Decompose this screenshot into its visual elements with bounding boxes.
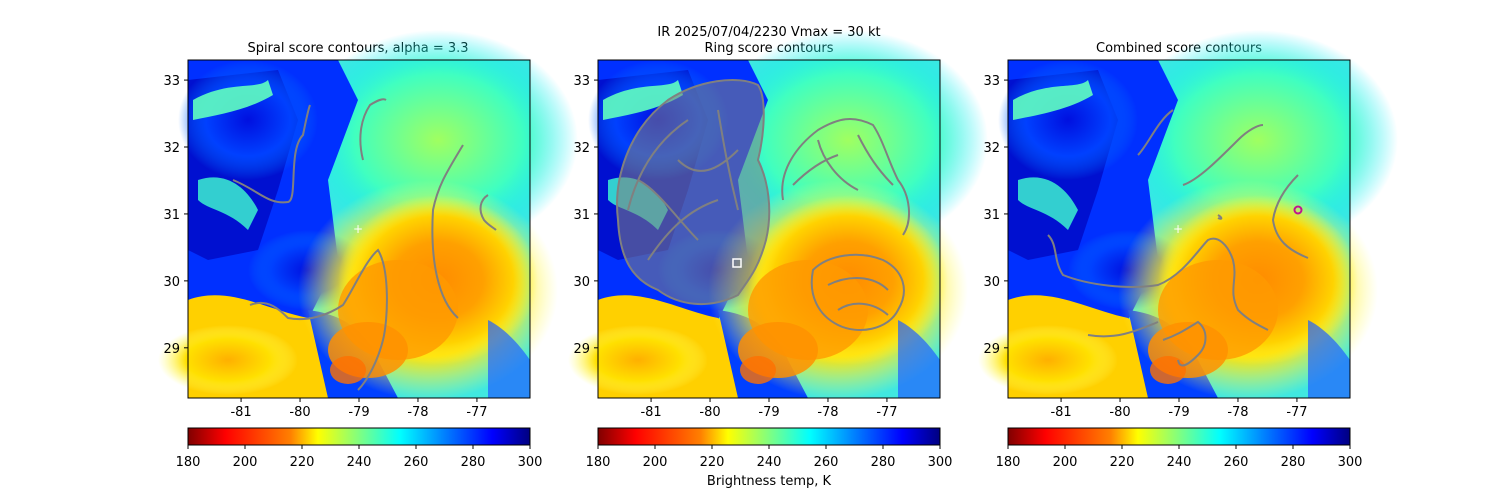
combined-contours (1047, 109, 1309, 367)
axes-ticks: -81 -80 -79 -78 -77 29 30 31 32 33 (163, 74, 487, 420)
x-tick-label: -78 (817, 405, 838, 420)
x-tick-label: -80 (1109, 405, 1130, 420)
heatmap-image: + (158, 30, 578, 400)
x-tick-label: -80 (699, 405, 720, 420)
panel-combined: Combined score contours + -81 -80 -79 -78 -7… (978, 30, 1398, 470)
colorbar-tick-label: 200 (643, 455, 668, 470)
panel-ring: Ring score contours -81 -80 -79 -78 -7729303… (568, 30, 988, 489)
x-tick-label: -81 (1050, 405, 1071, 420)
x-tick-label: -77 (466, 405, 487, 420)
colorbar: 180 200 220 240 260 280 300 (586, 427, 953, 470)
y-tick-label: 30 (573, 275, 590, 290)
y-tick-label: 30 (983, 275, 1000, 290)
x-tick-label: -80 (289, 405, 310, 420)
y-tick-label: 33 (573, 74, 590, 89)
x-tick-label: -81 (230, 405, 251, 420)
heatmap-image: + (978, 30, 1398, 400)
y-tick-label: 29 (163, 342, 180, 357)
colorbar-tick-label: 260 (404, 455, 429, 470)
colorbar-tick-label: 280 (1281, 455, 1306, 470)
x-tick-label: -81 (640, 405, 661, 420)
colorbar-tick-label: 300 (1338, 455, 1363, 470)
colorbar-tick-label: 200 (1053, 455, 1078, 470)
colorbar-label: Brightness temp, K (707, 474, 832, 489)
y-tick-label: 31 (983, 208, 1000, 223)
colorbar-tick-label: 240 (1167, 455, 1192, 470)
x-tick-label: -77 (876, 405, 897, 420)
y-tick-label: 33 (983, 74, 1000, 89)
colorbar-tick-label: 260 (1224, 455, 1249, 470)
colorbar-tick-label: 220 (290, 455, 315, 470)
colorbar-tick-label: 200 (233, 455, 258, 470)
colorbar-tick-label: 180 (996, 455, 1021, 470)
ring-center-marker (732, 258, 742, 268)
colorbar-tick-label: 220 (700, 455, 725, 470)
x-tick-label: -79 (758, 405, 779, 420)
panel-spiral: Spiral score contours, alpha = 3.3 + -81… (158, 30, 578, 470)
axes-ticks: -81 -80 -79 -78 -77 29 30 31 32 33 (573, 74, 897, 420)
y-tick-label: 30 (163, 275, 180, 290)
y-tick-label: 32 (983, 141, 1000, 156)
colorbar-tick-label: 180 (586, 455, 611, 470)
colorbar: 180 200 220 240 260 280 300 (996, 427, 1363, 470)
spiral-contours (232, 98, 497, 391)
y-tick-label: 33 (163, 74, 180, 89)
colorbar-tick-label: 280 (871, 455, 896, 470)
colorbar-tick-label: 220 (1110, 455, 1135, 470)
center-marker: + (353, 222, 363, 236)
x-tick-label: -77 (1286, 405, 1307, 420)
colorbar-tick-label: 240 (757, 455, 782, 470)
heatmap-image (568, 30, 988, 400)
colorbar-tick-label: 280 (461, 455, 486, 470)
y-tick-label: 31 (163, 208, 180, 223)
x-tick-label: -78 (1227, 405, 1248, 420)
colorbar-tick-label: 300 (518, 455, 543, 470)
x-tick-label: -79 (1168, 405, 1189, 420)
y-tick-label: 31 (573, 208, 590, 223)
y-tick-label: 29 (573, 342, 590, 357)
x-tick-label: -79 (348, 405, 369, 420)
colorbar-tick-label: 240 (347, 455, 372, 470)
y-tick-label: 29 (983, 342, 1000, 357)
ring-contours (616, 79, 910, 331)
colorbar-tick-label: 260 (814, 455, 839, 470)
x-tick-label: -78 (407, 405, 428, 420)
center-marker: + (1173, 222, 1183, 236)
colorbar-tick-label: 300 (928, 455, 953, 470)
y-tick-label: 32 (163, 141, 180, 156)
combined-center-marker (1293, 205, 1303, 215)
colorbar: 180 200 220 240 260 280 300 (176, 427, 543, 470)
colorbar-tick-label: 180 (176, 455, 201, 470)
y-tick-label: 32 (573, 141, 590, 156)
axes-ticks: -81 -80 -79 -78 -77 29 30 31 32 33 (983, 74, 1307, 420)
